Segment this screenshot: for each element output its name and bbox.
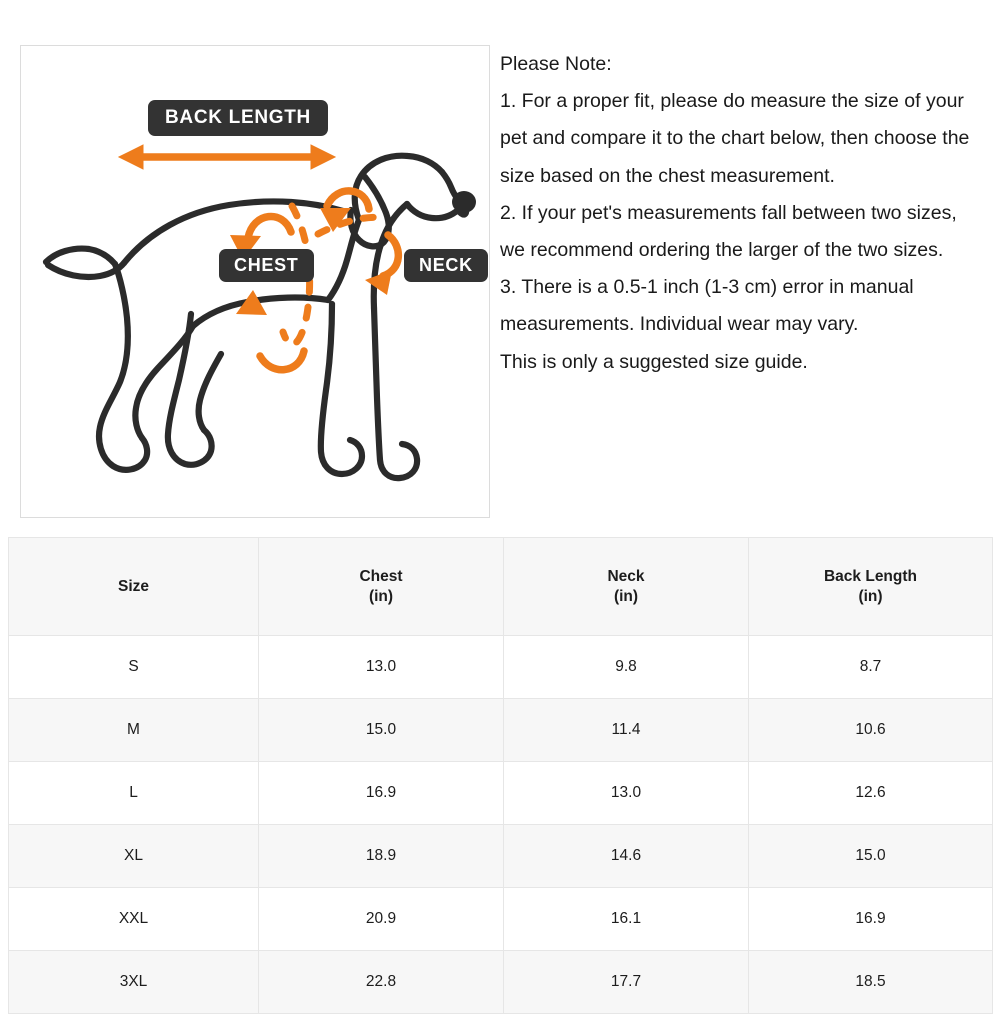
column-header-neck-label: Neck (607, 567, 645, 585)
cell-neck: 14.6 (503, 824, 749, 888)
table-row: XL 18.9 14.6 15.0 (8, 824, 993, 888)
note-line: 1. For a proper fit, please do measure t… (500, 90, 964, 113)
cell-size: S (8, 635, 259, 699)
cell-neck: 16.1 (503, 887, 749, 951)
column-header-chest-unit: (in) (368, 587, 394, 605)
measurement-illustration-panel: BACK LENGTH CHEST NECK (20, 45, 490, 518)
neck-arrowhead-left-icon (365, 270, 392, 295)
cell-neck: 17.7 (503, 950, 749, 1014)
note-line: 2. If your pet's measurements fall betwe… (500, 201, 957, 224)
cell-size: 3XL (8, 950, 259, 1014)
chest-lower-loop-icon (256, 347, 308, 374)
please-note-block: Please Note: 1. For a proper fit, please… (500, 46, 1000, 381)
note-line: 3. There is a 0.5-1 inch (1-3 cm) error … (500, 276, 914, 299)
cell-back-length: 10.6 (748, 698, 993, 762)
table-header-row: Size Chest (in) Neck (in) Back Length (i… (8, 537, 993, 636)
cell-size: L (8, 761, 259, 825)
cell-back-length: 15.0 (748, 824, 993, 888)
cell-chest: 20.9 (258, 887, 504, 951)
note-line: This is only a suggested size guide. (500, 350, 808, 373)
table-row: 3XL 22.8 17.7 18.5 (8, 950, 993, 1014)
column-header-back-length: Back Length (in) (748, 537, 993, 636)
cell-back-length: 18.5 (748, 950, 993, 1014)
cell-back-length: 8.7 (748, 635, 993, 699)
cell-neck: 13.0 (503, 761, 749, 825)
chest-label-badge: CHEST (219, 249, 314, 282)
column-header-back-length-label: Back Length (823, 567, 917, 585)
cell-chest: 15.0 (258, 698, 504, 762)
column-header-chest: Chest (in) (258, 537, 504, 636)
column-header-back-length-unit: (in) (858, 587, 883, 605)
column-header-size-label: Size (117, 577, 149, 595)
cell-neck: 11.4 (503, 698, 749, 762)
cell-chest: 13.0 (258, 635, 504, 699)
note-line: pet and compare it to the chart below, t… (500, 127, 970, 150)
notes-heading: Please Note: (500, 53, 612, 75)
neck-girth-loop-arrow-icon (323, 187, 373, 213)
cell-chest: 16.9 (258, 761, 504, 825)
table-row: XXL 20.9 16.1 16.9 (8, 887, 993, 951)
cell-size: M (8, 698, 259, 762)
column-header-size: Size (8, 537, 259, 636)
back-length-label-badge: BACK LENGTH (148, 100, 328, 136)
table-row: M 15.0 11.4 10.6 (8, 698, 993, 762)
back-length-double-arrow-icon (117, 144, 337, 170)
cell-chest: 22.8 (258, 950, 504, 1014)
table-row: L 16.9 13.0 12.6 (8, 761, 993, 825)
note-line: we recommend ordering the larger of the … (500, 239, 944, 262)
dog-nose-icon (452, 191, 476, 213)
chest-girth-loop-arrow-icon (244, 212, 295, 242)
cell-size: XL (8, 824, 259, 888)
neck-arrowhead-down-icon (320, 208, 351, 232)
note-line: size based on the chest measurement. (500, 164, 835, 187)
cell-back-length: 12.6 (748, 761, 993, 825)
note-line: measurements. Individual wear may vary. (500, 313, 859, 336)
cell-chest: 18.9 (258, 824, 504, 888)
top-section: BACK LENGTH CHEST NECK Please Note: 1. F… (20, 45, 1000, 518)
neck-dashed-line-icon (314, 213, 388, 238)
chest-arrowhead-down-icon (230, 235, 261, 260)
chest-dashed-line-icon (279, 202, 314, 348)
cell-neck: 9.8 (503, 635, 749, 699)
column-header-neck: Neck (in) (503, 537, 749, 636)
size-chart-table: Size Chest (in) Neck (in) Back Length (i… (8, 537, 993, 1014)
column-header-chest-label: Chest (359, 567, 403, 585)
dog-side-profile-illustration (42, 144, 476, 482)
cell-back-length: 16.9 (748, 887, 993, 951)
table-row: S 13.0 9.8 8.7 (8, 635, 993, 699)
column-header-neck-unit: (in) (613, 587, 639, 605)
neck-label-badge: NECK (404, 249, 488, 282)
cell-size: XXL (8, 887, 259, 951)
chest-arrowhead-up-icon (236, 290, 267, 315)
